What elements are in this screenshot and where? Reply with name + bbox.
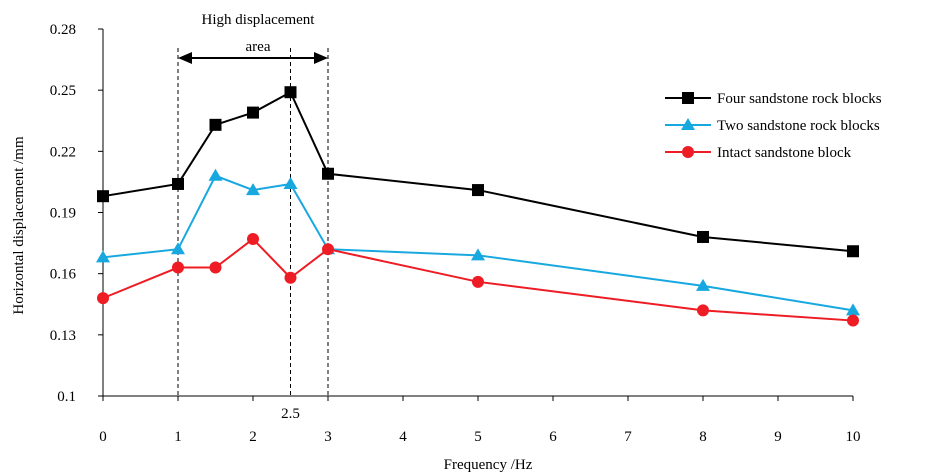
data-point [209,118,222,131]
legend-marker [681,118,695,130]
data-point [208,168,223,181]
y-axis-title: Horizontal displacement /mm [11,136,27,315]
data-point [847,245,859,258]
data-point [209,261,222,274]
legend-item: Intact sandstone block [665,145,852,161]
x-tick-label: 8 [699,429,707,445]
data-point [172,261,184,274]
x-tick-label: 4 [399,429,407,445]
x-tick-label: 5 [474,429,482,445]
data-point [172,177,184,190]
x-tick-label: 1 [174,429,182,445]
series-circle [97,233,859,327]
axes: 0.1 0.13 0.16 0.19 0.22 0.25 0.28 0 1 2 3 4 5 6 7 8 9 10 F… [11,22,861,473]
x-tick-label: 0 [99,429,107,445]
y-tick-label: 0.25 [50,83,76,99]
data-point [96,250,110,263]
series-group [96,86,860,327]
data-point [283,176,298,189]
data-point [284,271,297,284]
data-point [247,233,259,246]
data-point [284,86,297,99]
legend-item: Four sandstone rock blocks [665,91,882,107]
data-point [246,183,260,196]
y-tick-label: 0.28 [50,22,76,38]
marker-label: 2.5 [281,406,300,422]
y-tick-label: 0.13 [50,328,76,344]
x-axis-title: Frequency /Hz [444,457,533,473]
data-point [322,243,334,256]
region-arrow-left-head [178,52,192,64]
region-label-line1: High displacement [202,12,316,28]
y-tick-label: 0.1 [57,389,76,405]
legend-label: Four sandstone rock blocks [717,91,882,107]
x-tick-label: 2 [249,429,257,445]
y-tick-label: 0.16 [50,267,77,283]
data-point [471,248,485,261]
x-tick-label: 10 [846,429,861,445]
data-point [697,230,709,243]
legend-marker [682,92,694,104]
region-arrow-right-head [314,52,328,64]
legend: Four sandstone rock blocks Two sandstone … [665,91,882,161]
data-point [696,278,710,291]
data-point [171,242,185,255]
x-tick-label: 3 [324,429,332,445]
data-point [247,106,259,119]
legend-label: Two sandstone rock blocks [717,118,880,134]
series-square [97,86,859,258]
legend-label: Intact sandstone block [717,145,852,161]
x-tick-label: 6 [549,429,557,445]
y-tick-label: 0.19 [50,206,76,222]
data-point [472,275,484,288]
legend-item: Two sandstone rock blocks [665,118,880,134]
data-point [97,292,109,305]
x-tick-label: 7 [624,429,632,445]
data-point [847,314,859,327]
region-label-line2: area [246,39,271,55]
x-tick-label: 9 [774,429,782,445]
data-point [472,184,484,197]
legend-marker [682,146,694,158]
data-point [697,304,709,317]
data-point [97,190,109,203]
data-point [846,303,860,316]
y-tick-label: 0.22 [50,144,76,160]
data-point [322,167,334,180]
high-displacement-guides: High displacement area 2.5 [177,12,329,422]
